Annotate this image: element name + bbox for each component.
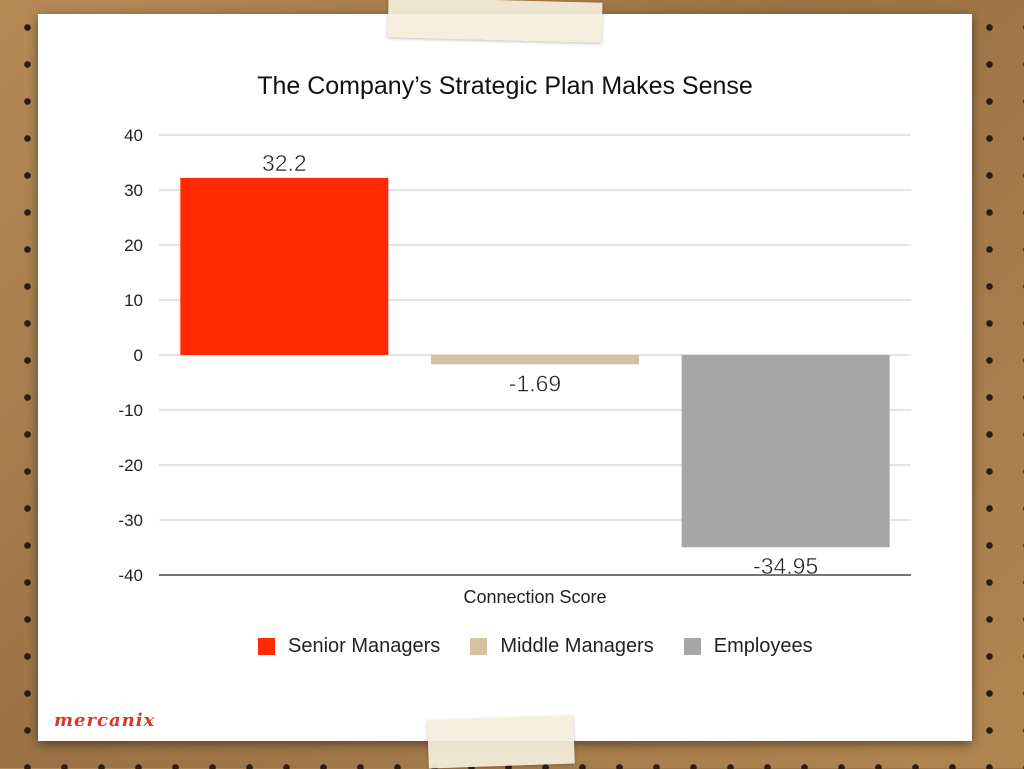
legend-item: Employees: [683, 634, 813, 658]
y-tick-label: -30: [118, 511, 143, 530]
chart-legend: Senior Managers Middle Managers Employees: [258, 634, 843, 658]
chart-title: The Company’s Strategic Plan Makes Sense: [257, 72, 753, 100]
y-tick-label: -10: [118, 401, 143, 420]
legend-item: Middle Managers: [470, 634, 654, 658]
bar-senior-managers: [180, 177, 389, 355]
y-tick-label: 30: [124, 181, 143, 200]
y-tick-label: -40: [118, 566, 143, 585]
x-axis-label: Connection Score: [463, 587, 606, 607]
y-tick-label: 40: [124, 126, 143, 145]
data-label: -34.95: [753, 553, 818, 579]
legend-swatch: [683, 637, 701, 655]
mercanix-logo: mercanix: [54, 710, 156, 731]
legend-item: Senior Managers: [258, 635, 440, 658]
legend-swatch: [258, 637, 275, 655]
legend-label: Middle Managers: [500, 634, 654, 657]
y-tick-label: 20: [124, 236, 143, 255]
bar-employees: [681, 355, 890, 548]
y-tick-label: -20: [118, 456, 143, 475]
legend-label: Employees: [713, 634, 813, 657]
legend-label: Senior Managers: [288, 634, 441, 657]
bar-middle-managers: [431, 355, 639, 365]
y-tick-label: 10: [124, 291, 143, 310]
legend-swatch: [470, 637, 488, 655]
data-label: 32.2: [262, 150, 307, 176]
data-label: -1.69: [509, 370, 561, 396]
y-tick-label: 0: [134, 346, 143, 365]
